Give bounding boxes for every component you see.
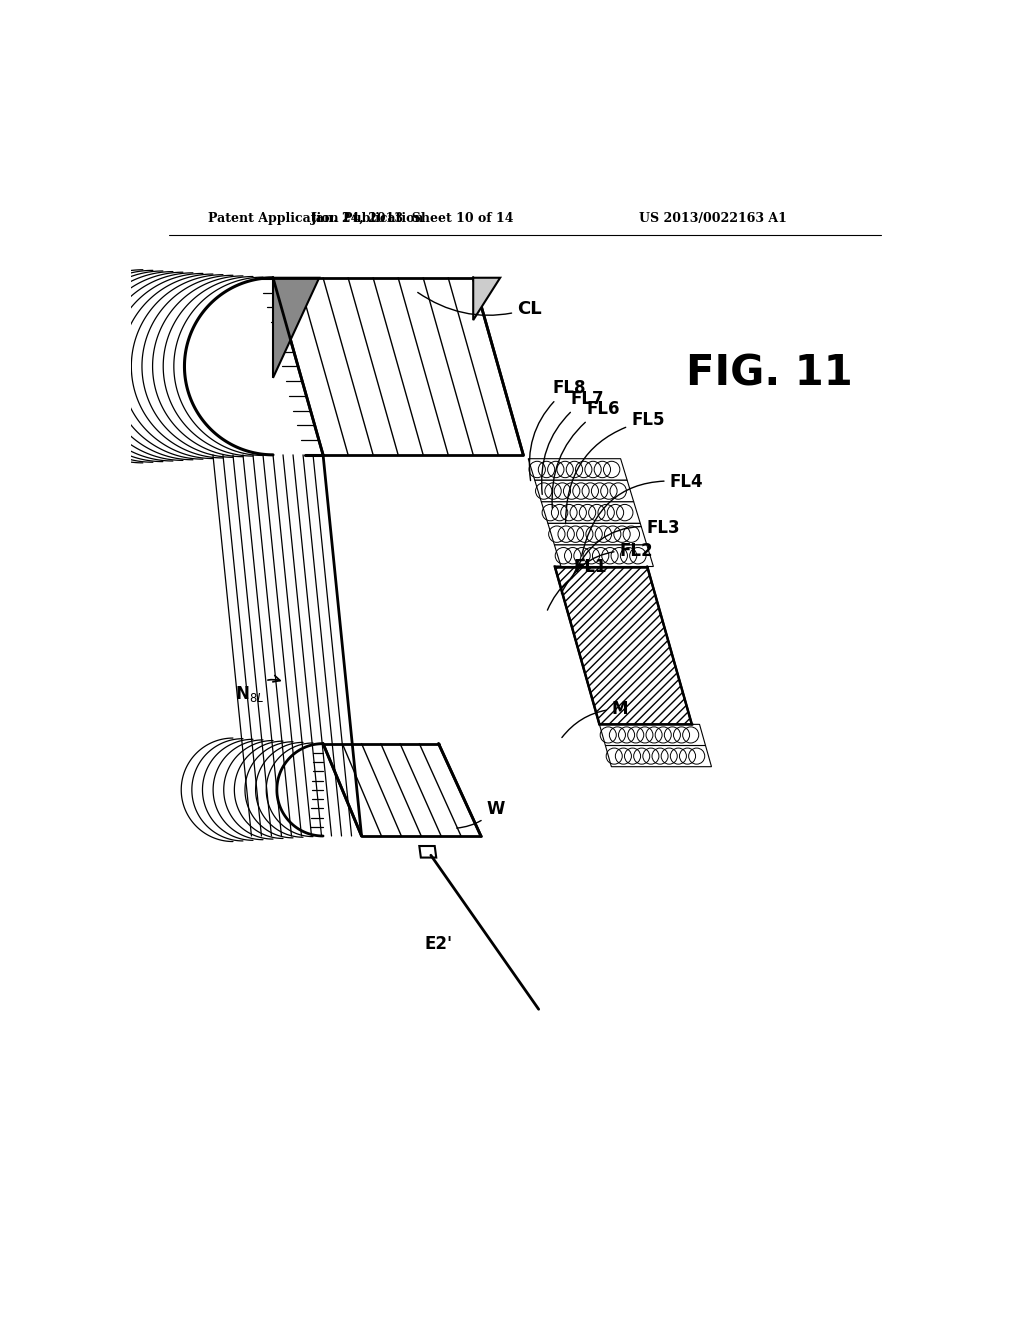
Text: N$_{8L}$: N$_{8L}$: [236, 676, 281, 704]
Polygon shape: [554, 545, 653, 566]
Text: FL6: FL6: [552, 400, 620, 508]
Polygon shape: [548, 524, 647, 545]
Text: FIG. 11: FIG. 11: [686, 352, 853, 395]
Text: FL8: FL8: [529, 379, 586, 480]
Text: FL5: FL5: [565, 412, 665, 524]
Polygon shape: [542, 502, 640, 524]
Polygon shape: [535, 480, 634, 502]
Text: M: M: [562, 700, 629, 738]
Text: US 2013/0022163 A1: US 2013/0022163 A1: [639, 213, 786, 224]
Polygon shape: [528, 459, 627, 480]
Text: CL: CL: [418, 293, 542, 318]
Text: E2': E2': [425, 935, 453, 953]
Text: W: W: [457, 800, 505, 828]
Text: FL7: FL7: [542, 389, 604, 495]
Polygon shape: [273, 277, 319, 378]
Polygon shape: [273, 277, 523, 455]
Polygon shape: [605, 746, 712, 767]
Text: Jan. 24, 2013  Sheet 10 of 14: Jan. 24, 2013 Sheet 10 of 14: [310, 213, 514, 224]
Text: FL1: FL1: [548, 557, 607, 610]
Polygon shape: [323, 743, 481, 836]
Text: FL4: FL4: [582, 473, 703, 556]
Text: Patent Application Publication: Patent Application Publication: [208, 213, 423, 224]
Polygon shape: [599, 725, 706, 746]
Polygon shape: [473, 277, 500, 321]
Text: FL3: FL3: [572, 519, 680, 578]
Polygon shape: [419, 846, 436, 858]
Text: FL2: FL2: [561, 543, 653, 593]
Polygon shape: [555, 566, 692, 725]
